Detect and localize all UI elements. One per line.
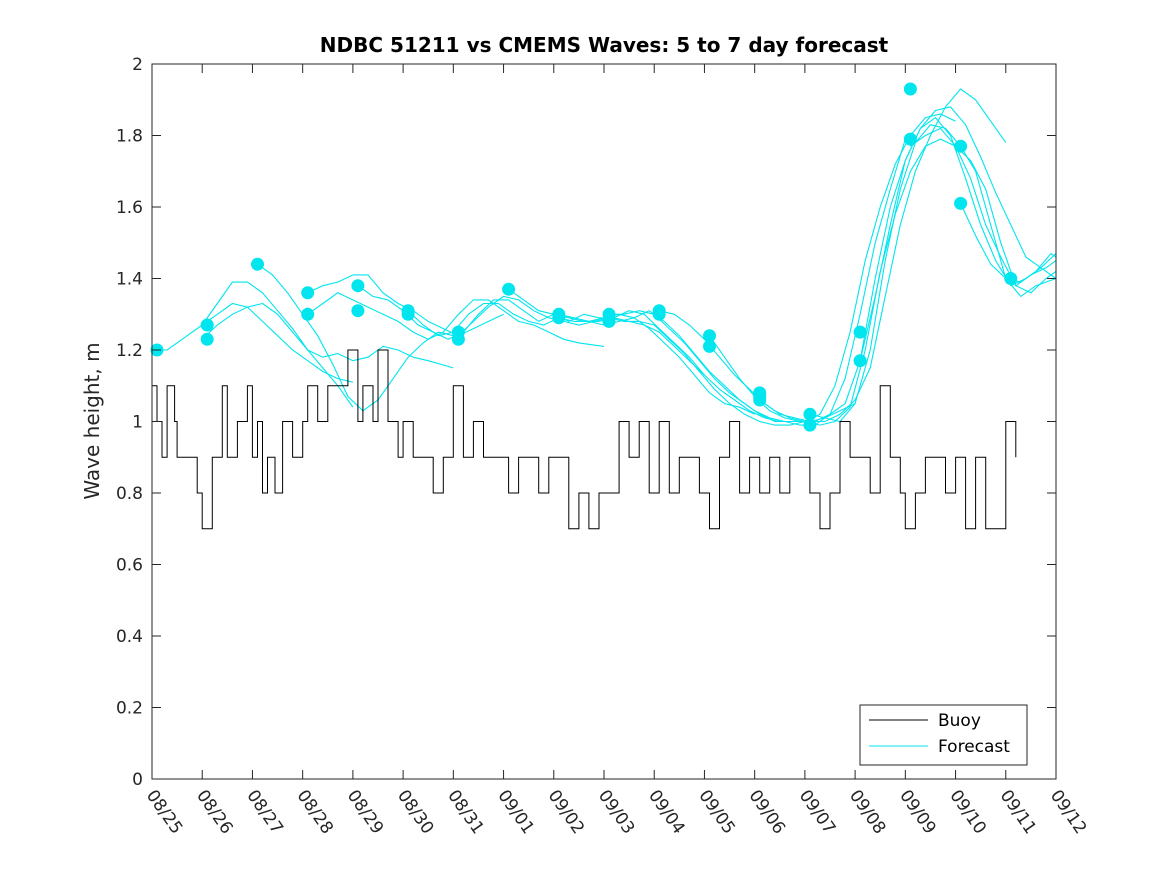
y-tick-label-1: 0.2 [116,699,143,719]
forecast-marker-3 [251,257,264,271]
forecast-line-3 [257,263,454,412]
forecast-line-8 [458,295,806,426]
forecast-marker-11 [451,332,465,346]
forecast-marker-30 [954,139,968,153]
forecast-marker-24 [803,407,817,421]
y-tick-label-3: 0.6 [116,556,143,576]
y-tick-label-10: 2 [132,55,143,75]
forecast-marker-18 [652,307,666,321]
legend-box [859,704,1028,766]
forecast-marker-6 [351,279,365,293]
forecast-marker-4 [301,286,315,300]
chart-title: NDBC 51211 vs CMEMS Waves: 5 to 7 day fo… [320,33,889,57]
forecast-marker-16 [602,314,616,328]
forecast-line-0 [152,302,354,383]
forecast-marker-7 [351,304,365,318]
forecast-line-13 [709,106,1057,423]
y-tick-label-4: 0.8 [116,484,143,504]
forecast-marker-23 [753,390,767,403]
legend-label-forecast: Forecast [938,737,1010,757]
y-tick-label-6: 1.2 [116,341,143,361]
y-tick-label-7: 1.4 [116,270,143,290]
forecast-marker-19 [703,329,716,343]
forecast-marker-31 [954,196,968,210]
forecast-marker-26 [853,325,867,339]
forecast-marker-2 [200,332,214,346]
legend: Buoy Forecast [859,704,1028,766]
forecast-line-5 [307,292,605,347]
forecast-marker-25 [803,418,817,432]
forecast-marker-28 [903,82,917,96]
y-axis-label: Wave height, m [80,342,104,499]
y-tick-label-0: 0 [132,770,143,790]
forecast-line-6 [357,285,705,376]
marker-layer [150,82,1018,432]
forecast-marker-9 [401,307,415,321]
forecast-line-17 [910,127,1057,287]
forecast-marker-29 [903,132,917,146]
forecast-marker-27 [853,354,867,368]
forecast-marker-1 [200,318,214,332]
forecast-line-11 [609,113,956,423]
forecast-marker-14 [552,311,566,325]
legend-label-buoy: Buoy [938,711,981,731]
forecast-line-7 [407,302,755,415]
forecast-marker-5 [301,307,315,321]
y-tick-label-2: 0.4 [116,627,143,647]
buoy-line [152,349,1017,530]
forecast-line-2 [201,281,354,408]
forecast-line-10 [558,138,906,426]
forecast-line-1 [201,302,454,369]
forecast-marker-20 [703,339,716,353]
forecast-marker-12 [502,282,516,296]
forecast-line-12 [659,88,1007,423]
y-tick-label-9: 1.8 [116,127,143,147]
y-tick-label-5: 1 [132,413,143,433]
y-tick-label-8: 1.6 [116,198,143,218]
forecast-marker-32 [1004,272,1018,285]
